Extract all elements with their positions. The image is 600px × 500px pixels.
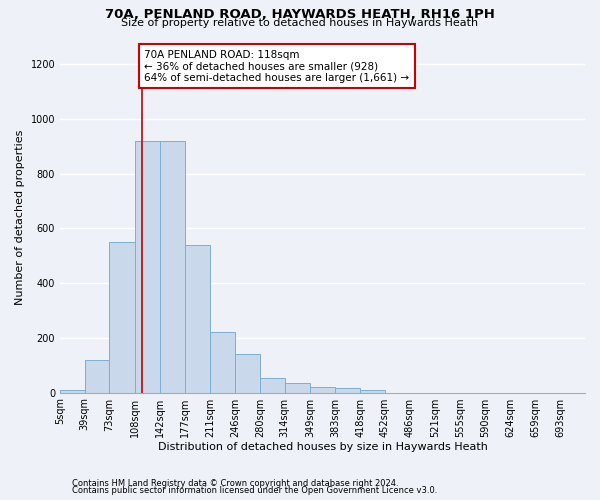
Bar (310, 387, 335, 392)
Y-axis label: Number of detached properties: Number of detached properties (15, 130, 25, 305)
Bar (160, 141, 185, 393)
Bar (235, 354, 260, 393)
Text: Size of property relative to detached houses in Haywards Heath: Size of property relative to detached ho… (121, 18, 479, 28)
Bar (109, 242, 135, 392)
Text: Contains public sector information licensed under the Open Government Licence v3: Contains public sector information licen… (72, 486, 437, 495)
Bar (185, 245, 210, 392)
Bar (210, 332, 235, 392)
Bar (260, 378, 285, 392)
Text: Contains HM Land Registry data © Crown copyright and database right 2024.: Contains HM Land Registry data © Crown c… (72, 478, 398, 488)
Text: 70A, PENLAND ROAD, HAYWARDS HEATH, RH16 1PH: 70A, PENLAND ROAD, HAYWARDS HEATH, RH16 … (105, 8, 495, 20)
Bar (60, 390, 85, 392)
Bar (361, 390, 385, 392)
Text: 70A PENLAND ROAD: 118sqm
← 36% of detached houses are smaller (928)
64% of semi-: 70A PENLAND ROAD: 118sqm ← 36% of detach… (145, 50, 410, 82)
Bar (85, 360, 109, 392)
X-axis label: Distribution of detached houses by size in Haywards Heath: Distribution of detached houses by size … (158, 442, 487, 452)
Bar (285, 383, 310, 392)
Bar (335, 388, 361, 392)
Bar (135, 141, 160, 393)
